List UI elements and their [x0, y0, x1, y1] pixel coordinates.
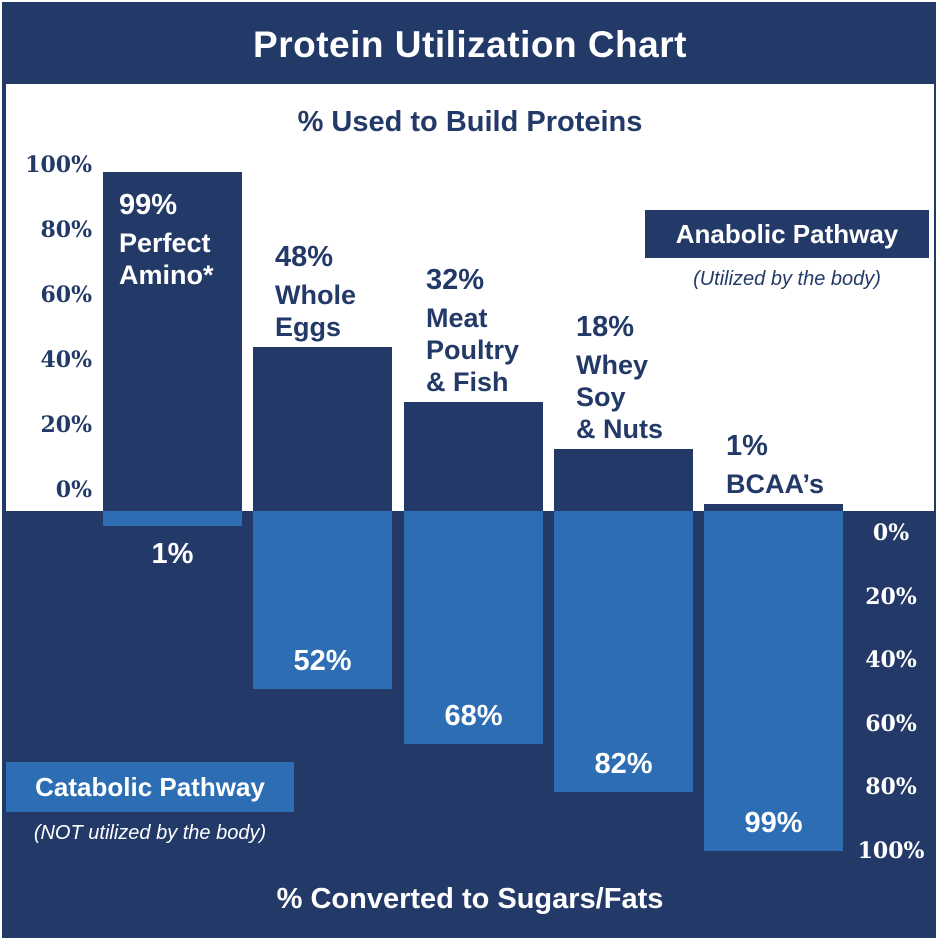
category-label-meat-poultry-fish: 32% MeatPoultry& Fish: [426, 263, 519, 398]
anabolic-bar-whey-soy-nuts: [554, 449, 693, 511]
catabolic-bar-perfect-amino: [103, 511, 242, 526]
catabolic-value-bcaas: 99%: [704, 805, 843, 841]
catabolic-value-meat-poultry-fish: 68%: [404, 698, 543, 734]
protein-utilization-chart: Protein Utilization Chart % Used to Buil…: [2, 2, 936, 938]
right-axis-tick-60pct: 60%: [851, 708, 931, 740]
bottom-axis-title: % Converted to Sugars/Fats: [6, 883, 934, 916]
catabolic-pathway-caption: (NOT utilized by the body): [12, 822, 288, 845]
page-title: Protein Utilization Chart: [253, 24, 687, 66]
category-name-whey-soy-nuts: WheySoy& Nuts: [576, 349, 663, 445]
right-axis-tick-40pct: 40%: [851, 644, 931, 676]
catabolic-pathway-label: Catabolic Pathway: [35, 772, 265, 803]
right-axis-tick-0pct: 0%: [851, 517, 931, 549]
left-axis-tick-100pct: 100%: [24, 149, 92, 181]
catabolic-pathway-legend: Catabolic Pathway: [6, 762, 294, 812]
left-axis-tick-80pct: 80%: [24, 214, 92, 246]
left-axis-tick-40pct: 40%: [24, 344, 92, 376]
anabolic-value-meat-poultry-fish: 32%: [426, 263, 519, 297]
anabolic-bar-bcaas: [704, 504, 843, 511]
catabolic-bar-bcaas: [704, 511, 843, 851]
anabolic-pathway-legend: Anabolic Pathway: [645, 210, 929, 258]
right-axis-tick-80pct: 80%: [851, 771, 931, 803]
category-name-whole-eggs: WholeEggs: [275, 279, 356, 343]
right-axis-tick-20pct: 20%: [851, 581, 931, 613]
category-label-perfect-amino: 99% PerfectAmino*: [119, 188, 214, 291]
category-label-whey-soy-nuts: 18% WheySoy& Nuts: [576, 310, 663, 445]
anabolic-value-whey-soy-nuts: 18%: [576, 310, 663, 344]
left-axis-tick-20pct: 20%: [24, 409, 92, 441]
catabolic-value-whole-eggs: 52%: [253, 643, 392, 679]
category-label-whole-eggs: 48% WholeEggs: [275, 240, 356, 343]
catabolic-section: Catabolic Pathway (NOT utilized by the b…: [6, 511, 934, 934]
title-band: Protein Utilization Chart: [6, 6, 934, 84]
anabolic-section: % Used to Build Proteins Anabolic Pathwa…: [6, 84, 934, 511]
anabolic-value-perfect-amino: 99%: [119, 188, 214, 222]
category-name-perfect-amino: PerfectAmino*: [119, 227, 214, 291]
anabolic-pathway-caption: (Utilized by the body): [645, 268, 929, 291]
top-axis-title: % Used to Build Proteins: [6, 106, 934, 139]
anabolic-bar-meat-poultry-fish: [404, 402, 543, 511]
category-label-bcaas: 1% BCAA’s: [726, 429, 824, 500]
right-axis-tick-100pct: 100%: [851, 835, 931, 867]
category-name-meat-poultry-fish: MeatPoultry& Fish: [426, 302, 519, 398]
left-axis-tick-0pct: 0%: [24, 474, 92, 506]
anabolic-value-bcaas: 1%: [726, 429, 824, 463]
catabolic-value-perfect-amino: 1%: [103, 536, 242, 572]
left-axis-tick-60pct: 60%: [24, 279, 92, 311]
category-name-bcaas: BCAA’s: [726, 468, 824, 500]
anabolic-pathway-label: Anabolic Pathway: [676, 219, 899, 250]
anabolic-value-whole-eggs: 48%: [275, 240, 356, 274]
anabolic-bar-whole-eggs: [253, 347, 392, 511]
catabolic-value-whey-soy-nuts: 82%: [554, 746, 693, 782]
